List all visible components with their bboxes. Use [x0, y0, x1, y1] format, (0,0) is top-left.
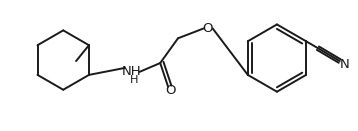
Text: O: O: [202, 22, 213, 35]
Text: H: H: [130, 75, 139, 85]
Text: O: O: [165, 84, 175, 97]
Text: N: N: [340, 58, 349, 70]
Text: NH: NH: [122, 65, 141, 78]
